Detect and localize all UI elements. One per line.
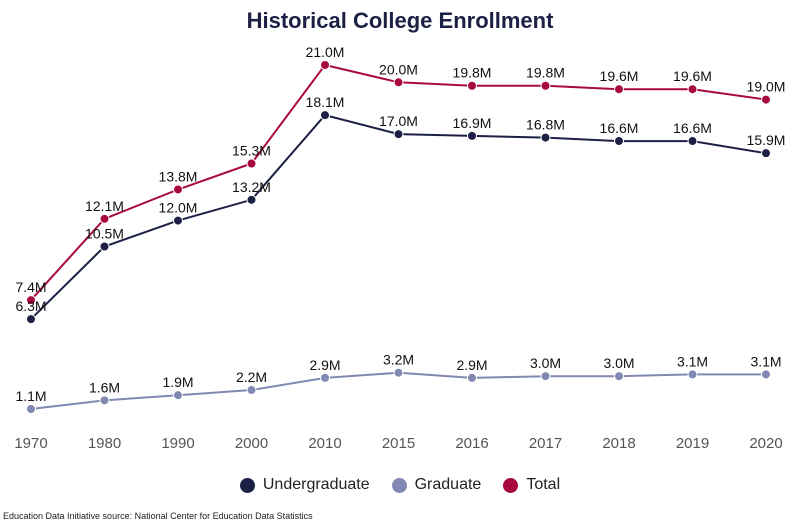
total-point (99, 213, 110, 224)
undergraduate-data-label: 18.1M (306, 94, 345, 110)
total-data-label: 19.8M (453, 65, 492, 81)
undergraduate-data-label: 15.9M (747, 132, 786, 148)
undergraduate-data-label: 12.0M (159, 200, 198, 216)
x-tick-label: 2018 (602, 435, 635, 452)
total-point (614, 84, 624, 95)
undergraduate-point (761, 148, 771, 159)
series-points (26, 60, 771, 414)
total-data-label: 19.8M (526, 65, 565, 81)
graduate-data-label: 1.9M (162, 374, 193, 390)
total-point (26, 295, 36, 306)
undergraduate-point (26, 314, 36, 325)
x-tick-label: 1970 (14, 435, 47, 452)
undergraduate-data-label: 16.9M (453, 115, 492, 131)
graduate-line (30, 371, 766, 410)
undergraduate-point (467, 130, 477, 141)
total-point (173, 184, 183, 195)
legend-swatch (239, 477, 255, 493)
total-point (687, 84, 698, 95)
x-axis: 1970 1980 1990 2000 2010 2015 2016 2017 2018 2019… (14, 435, 782, 452)
data-labels: 6.3M 10.5M 12.0M 13.2M 18.1M 17.0M 16.9M 16.8M 1… (15, 44, 785, 404)
undergraduate-point (99, 241, 110, 252)
undergraduate-point (540, 132, 551, 143)
graduate-data-label: 3.1M (750, 353, 781, 369)
graduate-data-label: 2.9M (456, 357, 487, 373)
graduate-data-label: 3.0M (530, 355, 561, 371)
legend-swatch (503, 477, 519, 493)
undergraduate-point (246, 194, 257, 205)
total-point (540, 80, 551, 91)
total-point (467, 80, 477, 91)
legend-item-total[interactable]: Total (503, 476, 560, 494)
x-tick-label: 2015 (382, 435, 415, 452)
graduate-data-label: 2.9M (309, 357, 340, 373)
undergraduate-data-label: 16.6M (673, 120, 712, 136)
x-tick-label: 2000 (235, 435, 268, 452)
graduate-data-label: 3.0M (603, 355, 634, 371)
graduate-point (761, 369, 771, 380)
graduate-point (393, 367, 404, 378)
total-data-label: 20.0M (379, 61, 418, 77)
graduate-point (614, 371, 624, 382)
total-point (320, 60, 330, 70)
x-tick-label: 2019 (676, 435, 709, 452)
total-data-label: 19.6M (673, 68, 712, 84)
x-tick-label: 1980 (88, 435, 121, 452)
total-point (246, 158, 257, 169)
legend-label: Total (526, 476, 561, 493)
total-point (761, 94, 771, 105)
x-tick-label: 2017 (529, 435, 562, 452)
undergraduate-data-label: 17.0M (379, 113, 418, 129)
graduate-point (26, 404, 36, 414)
source-note: Education Data Initiative source: Nation… (3, 511, 313, 521)
undergraduate-data-label: 16.8M (526, 117, 565, 133)
graduate-data-label: 3.1M (677, 353, 708, 369)
chart-title: Historical College Enrollment (246, 8, 554, 33)
total-point (393, 77, 404, 88)
graduate-data-label: 1.1M (15, 388, 46, 404)
legend-item-graduate[interactable]: Graduate (391, 476, 482, 494)
legend-swatch (391, 477, 407, 493)
graduate-point (173, 390, 183, 401)
total-data-label: 15.3M (232, 143, 271, 159)
total-data-label: 7.4M (15, 279, 46, 295)
x-tick-label: 1990 (161, 435, 194, 452)
graduate-point (99, 395, 110, 406)
undergraduate-point (687, 136, 698, 147)
graduate-data-label: 3.2M (383, 352, 414, 368)
undergraduate-point (173, 215, 183, 226)
legend: Undergraduate Graduate Total (0, 476, 800, 494)
total-line (30, 63, 767, 301)
graduate-point (320, 372, 330, 383)
undergraduate-data-label: 13.2M (232, 179, 271, 195)
total-data-label: 19.0M (747, 79, 786, 95)
graduate-point (540, 371, 551, 382)
graduate-data-label: 1.6M (89, 379, 120, 395)
legend-item-undergraduate[interactable]: Undergraduate (239, 476, 370, 494)
legend-label: Undergraduate (262, 476, 370, 493)
undergraduate-data-label: 10.5M (85, 226, 124, 242)
x-tick-label: 2010 (308, 435, 341, 452)
graduate-point (687, 369, 698, 380)
graduate-data-label: 2.2M (236, 369, 267, 385)
undergraduate-point (614, 136, 624, 147)
undergraduate-point (393, 129, 404, 140)
total-data-label: 12.1M (85, 198, 124, 214)
undergraduate-data-label: 6.3M (15, 298, 46, 314)
undergraduate-point (320, 110, 330, 121)
undergraduate-data-label: 16.6M (600, 120, 639, 136)
x-tick-label: 2020 (749, 435, 782, 452)
graduate-point (467, 372, 477, 383)
x-tick-label: 2016 (455, 435, 488, 452)
graduate-point (246, 384, 257, 395)
legend-label: Graduate (414, 476, 482, 493)
total-data-label: 13.8M (159, 168, 198, 184)
total-data-label: 19.6M (600, 68, 639, 84)
total-data-label: 21.0M (306, 44, 345, 60)
undergraduate-line (30, 113, 767, 320)
